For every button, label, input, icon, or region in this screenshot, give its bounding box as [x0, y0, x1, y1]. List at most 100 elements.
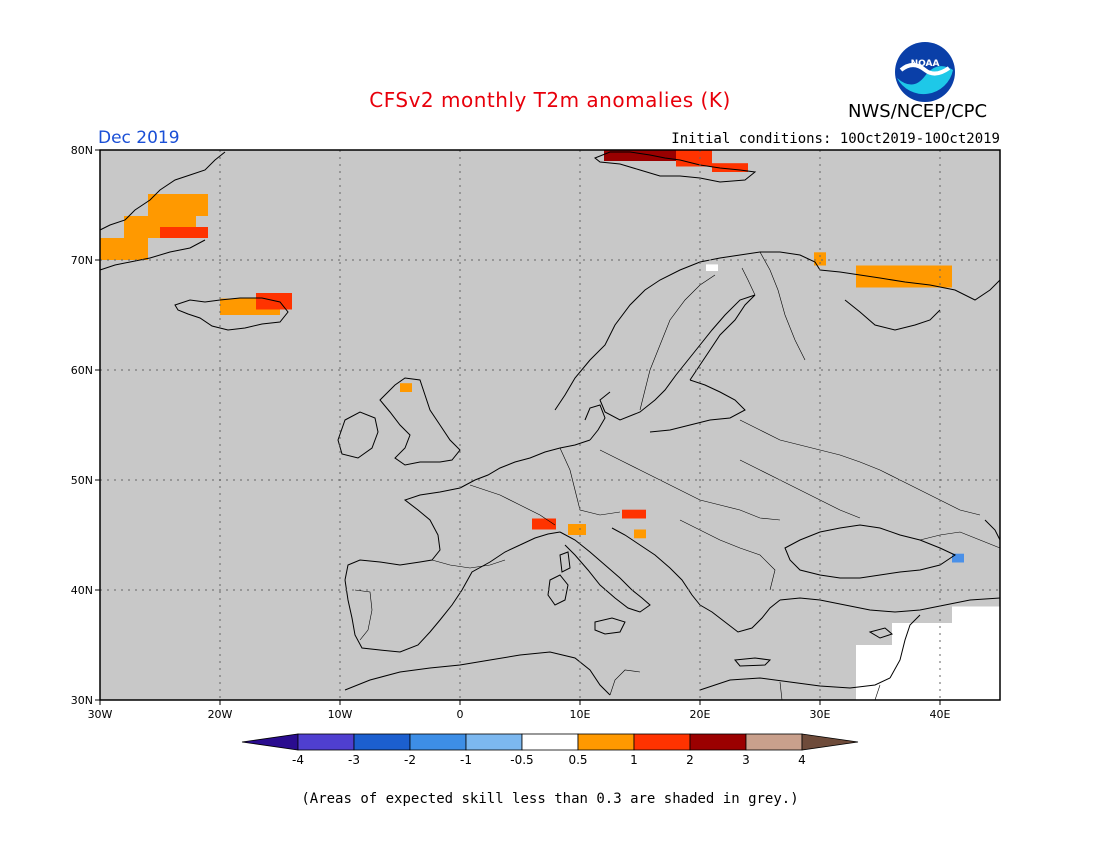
colorbar-segment — [633, 733, 691, 751]
map-title: CFSv2 monthly T2m anomalies (K) — [369, 88, 731, 112]
coastline-greenland-south — [99, 239, 206, 271]
border-layer — [354, 251, 1001, 701]
lon-tick-label: 10E — [570, 708, 591, 721]
skill-mask-cell — [952, 606, 1000, 623]
coastline-france-atlantic — [344, 487, 461, 581]
coastline-svalbard — [594, 151, 757, 183]
colorbar-segment — [353, 733, 411, 751]
colorbar-label: -0.5 — [510, 753, 533, 767]
coastline-north-sea — [459, 439, 591, 489]
border-france — [469, 484, 556, 526]
coastline-black-sea — [784, 524, 957, 579]
skill-mask-cell — [892, 623, 1000, 645]
coastline-north-africa — [344, 651, 611, 696]
lat-tick-label: 40N — [71, 584, 93, 597]
initial-conditions: Initial conditions: 10Oct2019-10Oct2019 — [671, 131, 1000, 147]
anomaly-cell — [604, 150, 676, 161]
colorbar-segment — [745, 733, 803, 751]
colorbar-segment — [521, 733, 579, 751]
coastline-ireland — [337, 411, 379, 459]
lon-tick-label: 0 — [457, 708, 464, 721]
anomaly-cell — [814, 252, 826, 266]
colorbar-label: -4 — [292, 753, 304, 767]
anomaly-cell — [124, 216, 196, 238]
coastline-cyprus — [868, 627, 893, 639]
border-finland-russia — [759, 251, 806, 361]
border-portugal — [354, 589, 373, 641]
month-label: Dec 2019 — [98, 128, 180, 148]
border-east-europe — [739, 419, 881, 471]
noaa-logo: NOAA — [893, 40, 957, 108]
colorbar-segment — [577, 733, 635, 751]
anomaly-cell — [532, 518, 556, 530]
anomaly-cell — [856, 265, 952, 288]
coastline-norway — [554, 251, 821, 411]
colorbar-segment — [409, 733, 467, 751]
lat-tick-label: 50N — [71, 474, 93, 487]
coastline-iberia — [344, 544, 521, 653]
coastline-greenland — [99, 151, 226, 231]
border-balkans — [679, 519, 776, 591]
colorbar-label: 2 — [686, 753, 694, 767]
map-border — [99, 149, 1001, 701]
lat-tick-label: 70N — [71, 254, 93, 267]
border-russia-kazakh — [879, 469, 981, 516]
coastline-caspian — [984, 519, 1001, 541]
colorbar-segment — [297, 733, 355, 751]
coastline-sardinia — [547, 574, 569, 606]
noaa-logo-icon: NOAA — [895, 42, 955, 102]
border-sweden-finland — [741, 267, 756, 296]
anomaly-cell — [400, 383, 412, 392]
colorbar-label: 3 — [742, 753, 750, 767]
colorbar-min-arrow — [241, 733, 299, 751]
lon-tick-label: 30W — [88, 708, 113, 721]
anomaly-cell — [676, 150, 712, 167]
coastline-great-britain — [379, 377, 461, 466]
coastline-france-med — [519, 531, 561, 546]
colorbar-max-arrow — [801, 733, 859, 751]
lon-tick-label: 20E — [690, 708, 711, 721]
anomaly-cell — [148, 194, 208, 216]
anomaly-cell — [568, 524, 586, 535]
colorbar-label: 4 — [798, 753, 806, 767]
latitude-ticks: 80N 70N 60N 50N 40N 30N — [71, 144, 100, 707]
anomaly-cell — [952, 553, 964, 563]
anomaly-layer — [100, 150, 964, 563]
border-ukraine — [739, 459, 861, 519]
anomaly-cell — [622, 509, 646, 519]
coastline-adriatic — [611, 527, 701, 606]
coastline-greece — [699, 599, 781, 633]
colorbar-label: 0.5 — [568, 753, 587, 767]
coastline-kola — [819, 269, 1001, 301]
coastline-libya — [699, 677, 891, 691]
colorbar-label: -1 — [460, 753, 472, 767]
coastline-corsica — [559, 551, 571, 573]
border-central-europe — [599, 449, 781, 521]
skill-mask-cell — [856, 645, 1000, 700]
coastline-baltic-east — [649, 379, 746, 433]
lon-tick-label: 40E — [930, 708, 951, 721]
gridline-layer — [100, 150, 1000, 700]
lat-tick-label: 60N — [71, 364, 93, 377]
colorbar-label: -2 — [404, 753, 416, 767]
coastline-layer — [99, 151, 1001, 696]
anomaly-cell — [100, 238, 148, 260]
skill-mask-cell — [706, 264, 718, 271]
colorbar: -4 -3 -2 -1 -0.5 0.5 1 2 3 4 — [241, 733, 859, 767]
agency-label: NWS/NCEP/CPC — [848, 101, 988, 122]
lon-tick-label: 20W — [208, 708, 233, 721]
border-norway-sweden — [639, 274, 716, 411]
anomaly-cell — [256, 293, 292, 310]
anomaly-cell — [712, 163, 748, 172]
anomaly-cell — [220, 298, 280, 315]
anomaly-cell — [634, 529, 646, 539]
lat-tick-label: 30N — [71, 694, 93, 707]
longitude-ticks: 30W 20W 10W 0 10E 20E 30E 40E — [88, 700, 951, 721]
lon-tick-label: 30E — [810, 708, 831, 721]
border-caucasus — [919, 531, 1001, 549]
map-background — [100, 150, 1000, 700]
lat-tick-label: 80N — [71, 144, 93, 157]
border-spain — [431, 559, 506, 569]
coastline-iceland — [174, 297, 289, 331]
coastline-baltic-sweden — [599, 294, 756, 421]
